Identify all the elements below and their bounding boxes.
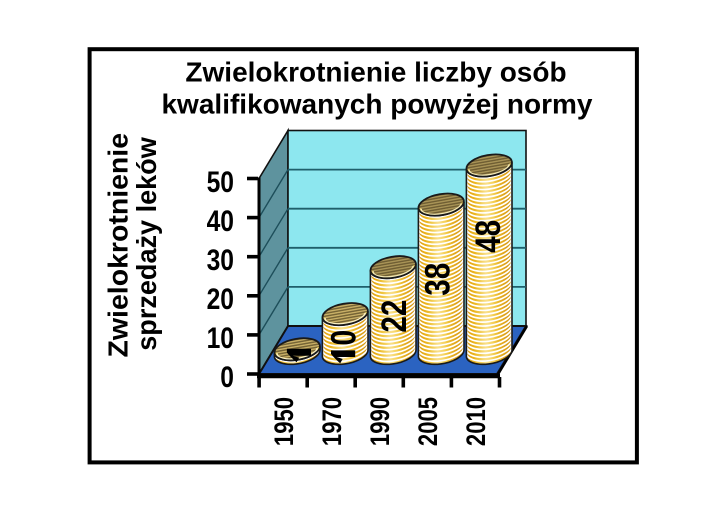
svg-text:10: 10 xyxy=(207,322,234,355)
svg-text:22: 22 xyxy=(375,300,414,333)
svg-text:1950: 1950 xyxy=(269,397,299,446)
svg-text:Zwielokrotnienie liczby osób: Zwielokrotnienie liczby osób xyxy=(185,57,566,88)
svg-text:30: 30 xyxy=(207,244,234,277)
svg-text:sprzedaży leków: sprzedaży leków xyxy=(131,137,162,351)
svg-text:Zwielokrotnienie: Zwielokrotnienie xyxy=(103,133,134,358)
svg-text:2010: 2010 xyxy=(461,397,491,446)
svg-text:50: 50 xyxy=(207,166,234,199)
svg-text:20: 20 xyxy=(207,283,234,316)
svg-text:40: 40 xyxy=(207,205,234,238)
svg-text:38: 38 xyxy=(419,263,458,296)
svg-text:48: 48 xyxy=(469,220,508,253)
svg-text:1970: 1970 xyxy=(317,397,347,446)
svg-text:0: 0 xyxy=(220,361,234,394)
svg-text:kwalifikowanych powyżej normy: kwalifikowanych powyżej normy xyxy=(161,89,592,120)
svg-text:1990: 1990 xyxy=(365,397,395,446)
svg-text:2005: 2005 xyxy=(413,397,443,446)
svg-text:0: 0 xyxy=(325,330,364,346)
